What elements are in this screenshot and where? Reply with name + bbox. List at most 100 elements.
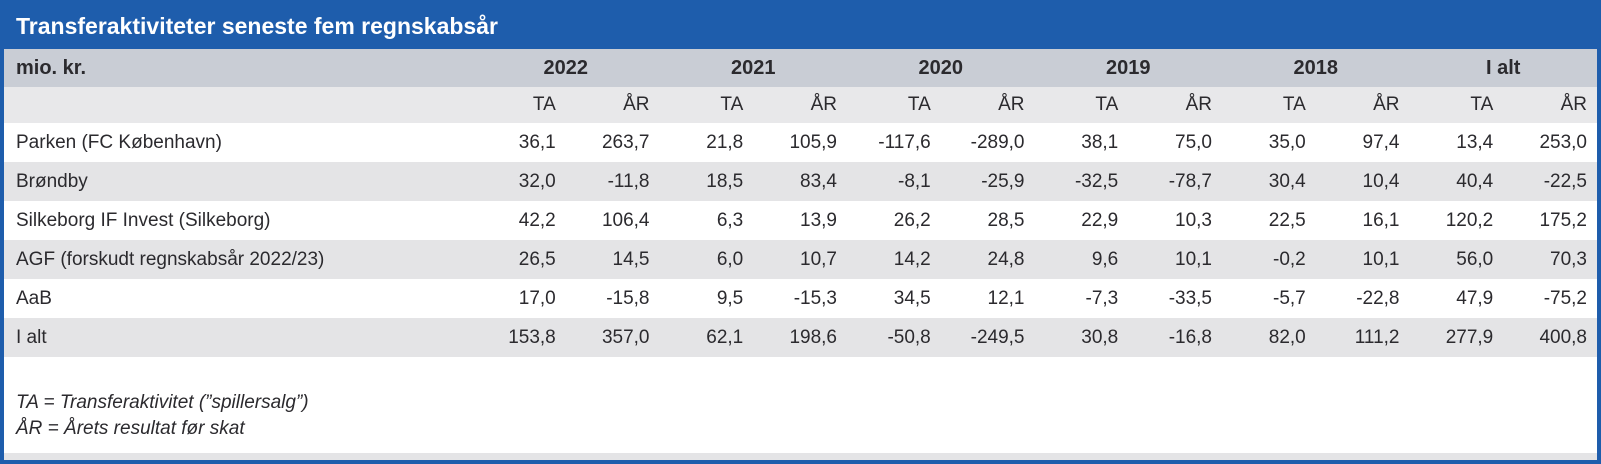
cell-value: 21,8 (706, 131, 744, 153)
cell-value: 22,5 (1268, 209, 1306, 231)
cell-value: -75,2 (1543, 287, 1587, 309)
year-header-row: mio. kr. 2022 2021 2020 2019 2018 I alt (4, 49, 1597, 87)
cell-value: -117,6 (878, 131, 931, 153)
cell-value: -5,7 (1273, 287, 1306, 309)
cell-value: 263,7 (601, 131, 650, 153)
cell-value: 75,0 (1175, 131, 1212, 153)
row-label: Parken (FC København) (16, 131, 222, 153)
cell-value: 30,4 (1268, 170, 1306, 192)
cell-value: 22,9 (1081, 209, 1119, 231)
cell-value: -25,9 (981, 170, 1025, 192)
cell-value: -15,3 (793, 287, 837, 309)
cell-value: -8,1 (898, 170, 931, 192)
cell-value: -33,5 (1168, 287, 1212, 309)
row-label: I alt (16, 326, 47, 348)
cell-value: 111,2 (1354, 326, 1400, 348)
col-header-year: 2019 (1106, 56, 1151, 79)
cell-value: 70,3 (1550, 248, 1587, 270)
cell-value: 106,4 (601, 209, 650, 231)
cell-value: 17,0 (518, 287, 556, 309)
cell-value: 40,4 (1456, 170, 1494, 192)
cell-value: 10,1 (1175, 248, 1212, 270)
cell-value: 28,5 (987, 209, 1025, 231)
cell-value: 400,8 (1539, 326, 1587, 348)
col-subheader: TA (1282, 94, 1306, 115)
cell-value: -0,2 (1273, 248, 1306, 270)
col-subheader: ÅR (1560, 94, 1587, 115)
cell-value: 120,2 (1445, 209, 1494, 231)
cell-value: 97,4 (1362, 131, 1400, 153)
cell-value: 26,5 (518, 248, 556, 270)
row-label: AaB (16, 287, 52, 309)
cell-value: -15,8 (606, 287, 650, 309)
cell-value: 83,4 (800, 170, 837, 192)
cell-value: 9,6 (1091, 248, 1119, 270)
cell-value: 10,3 (1175, 209, 1212, 231)
cell-value: -50,8 (887, 326, 931, 348)
bottom-strip (4, 453, 1597, 460)
table-row: Parken (FC København) 36,1 263,7 21,8 105,9 -… (4, 123, 1597, 162)
cell-value: 36,1 (518, 131, 556, 153)
table-row: AGF (forskudt regnskabsår 2022/23) 26,5 14… (4, 240, 1597, 279)
table-title: Transferaktiviteter seneste fem regnskab… (4, 4, 1597, 49)
cell-value: 16,1 (1362, 209, 1400, 231)
col-header-year: I alt (1486, 56, 1521, 79)
cell-value: 42,2 (518, 209, 556, 231)
sub-header-row: TA ÅR TA ÅR TA ÅR TA ÅR TA ÅR TA ÅR (4, 87, 1597, 123)
cell-value: -22,8 (1356, 287, 1400, 309)
col-header-year: 2018 (1293, 56, 1339, 79)
cell-value: -11,8 (607, 170, 650, 192)
col-subheader: TA (907, 94, 931, 115)
cell-value: 35,0 (1268, 131, 1306, 153)
cell-value: -32,5 (1074, 170, 1119, 192)
cell-value: 10,7 (800, 248, 837, 270)
col-header-year: 2021 (731, 56, 776, 79)
table-row: I alt 153,8 357,0 62,1 198,6 -50,8 -249,5 30,8 -… (4, 318, 1597, 357)
cell-value: 9,5 (716, 287, 744, 309)
cell-value: 6,0 (716, 248, 744, 270)
cell-value: 30,8 (1081, 326, 1119, 348)
col-header-year: 2020 (918, 56, 964, 79)
col-header-year: 2022 (543, 56, 589, 79)
row-label: AGF (forskudt regnskabsår 2022/23) (16, 248, 325, 270)
row-label: Silkeborg IF Invest (Silkeborg) (16, 209, 271, 231)
unit-label: mio. kr. (16, 56, 87, 79)
footnotes: TA = Transferaktivitet (”spillersalg”) Å… (4, 384, 1597, 453)
cell-value: 56,0 (1456, 248, 1494, 270)
cell-value: 18,5 (706, 170, 744, 192)
cell-value: 62,1 (706, 326, 744, 348)
cell-value: 13,9 (800, 209, 837, 231)
cell-value: 34,5 (893, 287, 931, 309)
col-subheader: TA (1095, 94, 1119, 115)
footnote-ar: ÅR = Årets resultat før skat (16, 418, 245, 440)
footnote-ta: TA = Transferaktivitet (”spillersalg”) (16, 391, 309, 413)
cell-value: 253,0 (1539, 131, 1587, 153)
cell-value: 175,2 (1539, 209, 1587, 231)
cell-value: -7,3 (1085, 287, 1119, 309)
cell-value: 153,8 (508, 326, 556, 348)
col-subheader: ÅR (1373, 94, 1400, 115)
cell-value: 38,1 (1081, 131, 1119, 153)
table-row: Silkeborg IF Invest (Silkeborg) 42,2 106,4… (4, 201, 1597, 240)
col-subheader: ÅR (623, 94, 650, 115)
cell-value: 6,3 (716, 209, 744, 231)
cell-value: 32,0 (518, 170, 556, 192)
col-subheader: TA (532, 94, 556, 115)
cell-value: 13,4 (1456, 131, 1494, 153)
cell-value: -78,7 (1168, 170, 1212, 192)
cell-value: -22,5 (1543, 170, 1587, 192)
cell-value: 12,1 (987, 287, 1025, 309)
cell-value: -16,8 (1168, 326, 1212, 348)
col-subheader: TA (720, 94, 744, 115)
cell-value: 14,5 (612, 248, 650, 270)
cell-value: 198,6 (789, 326, 837, 348)
table-row: Brøndby 32,0 -11,8 18,5 83,4 -8,1 -25,9 -32,5 -7… (4, 162, 1597, 201)
sub-header-blank (4, 87, 472, 123)
col-subheader: ÅR (810, 94, 837, 115)
cell-value: 26,2 (893, 209, 931, 231)
cell-value: 10,4 (1362, 170, 1400, 192)
transfer-table: mio. kr. 2022 2021 2020 2019 2018 I alt TA ÅR TA Å… (4, 49, 1597, 357)
cell-value: 14,2 (893, 248, 931, 270)
table-footer: TA = Transferaktivitet (”spillersalg”) Å… (4, 357, 1597, 460)
